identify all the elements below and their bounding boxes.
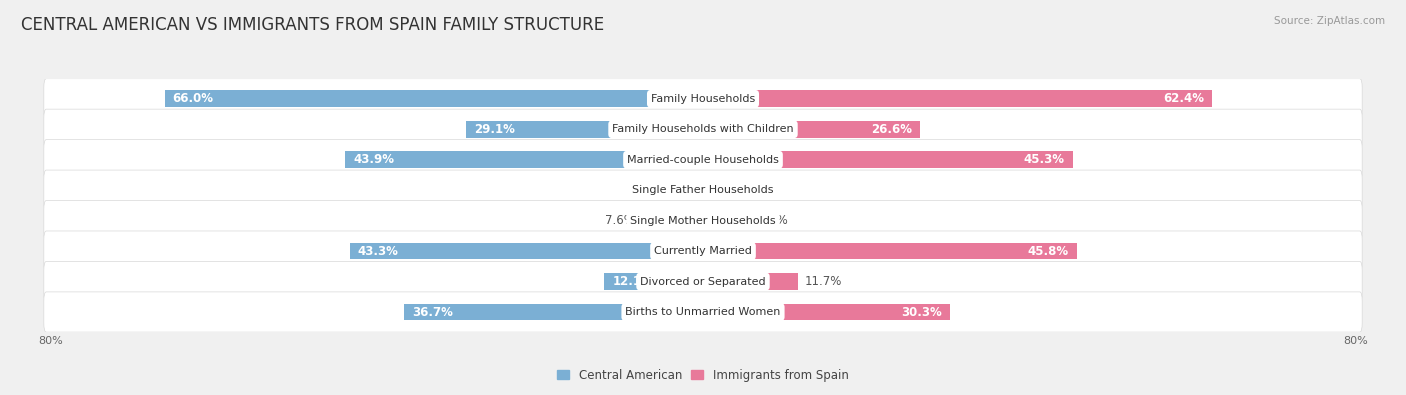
- Text: 2.9%: 2.9%: [643, 184, 673, 197]
- Bar: [465, 121, 703, 137]
- Bar: [605, 273, 703, 290]
- Text: 7.6%: 7.6%: [605, 214, 634, 227]
- FancyBboxPatch shape: [44, 139, 1362, 180]
- Bar: [703, 304, 950, 320]
- Bar: [350, 243, 703, 260]
- Text: 11.7%: 11.7%: [806, 275, 842, 288]
- Text: 30.3%: 30.3%: [901, 305, 942, 318]
- FancyBboxPatch shape: [44, 261, 1362, 302]
- Text: Single Father Households: Single Father Households: [633, 185, 773, 195]
- Bar: [641, 212, 703, 229]
- FancyBboxPatch shape: [44, 79, 1362, 119]
- Text: 2.1%: 2.1%: [727, 184, 756, 197]
- FancyBboxPatch shape: [44, 292, 1362, 332]
- Text: 12.1%: 12.1%: [613, 275, 654, 288]
- Text: Single Mother Households: Single Mother Households: [630, 216, 776, 226]
- Bar: [703, 273, 799, 290]
- Bar: [703, 151, 1073, 168]
- Bar: [703, 182, 720, 199]
- Text: 62.4%: 62.4%: [1163, 92, 1204, 105]
- Text: 43.9%: 43.9%: [353, 153, 394, 166]
- Bar: [165, 90, 703, 107]
- Text: 5.9%: 5.9%: [758, 214, 787, 227]
- Bar: [679, 182, 703, 199]
- Text: 45.3%: 45.3%: [1024, 153, 1064, 166]
- Text: 29.1%: 29.1%: [474, 123, 515, 136]
- Text: Source: ZipAtlas.com: Source: ZipAtlas.com: [1274, 16, 1385, 26]
- Text: 66.0%: 66.0%: [173, 92, 214, 105]
- FancyBboxPatch shape: [44, 109, 1362, 149]
- Bar: [344, 151, 703, 168]
- Text: CENTRAL AMERICAN VS IMMIGRANTS FROM SPAIN FAMILY STRUCTURE: CENTRAL AMERICAN VS IMMIGRANTS FROM SPAI…: [21, 16, 605, 34]
- Text: Births to Unmarried Women: Births to Unmarried Women: [626, 307, 780, 317]
- Text: 26.6%: 26.6%: [870, 123, 912, 136]
- FancyBboxPatch shape: [44, 231, 1362, 271]
- Bar: [703, 243, 1077, 260]
- Bar: [703, 121, 920, 137]
- Text: Currently Married: Currently Married: [654, 246, 752, 256]
- Bar: [703, 212, 751, 229]
- Text: Married-couple Households: Married-couple Households: [627, 155, 779, 165]
- Text: Divorced or Separated: Divorced or Separated: [640, 276, 766, 286]
- Bar: [404, 304, 703, 320]
- Bar: [703, 90, 1212, 107]
- FancyBboxPatch shape: [44, 170, 1362, 210]
- Text: 36.7%: 36.7%: [412, 305, 453, 318]
- Legend: Central American, Immigrants from Spain: Central American, Immigrants from Spain: [557, 369, 849, 382]
- Text: Family Households: Family Households: [651, 94, 755, 104]
- FancyBboxPatch shape: [44, 201, 1362, 241]
- Text: 43.3%: 43.3%: [359, 245, 399, 258]
- Text: Family Households with Children: Family Households with Children: [612, 124, 794, 134]
- Text: 45.8%: 45.8%: [1028, 245, 1069, 258]
